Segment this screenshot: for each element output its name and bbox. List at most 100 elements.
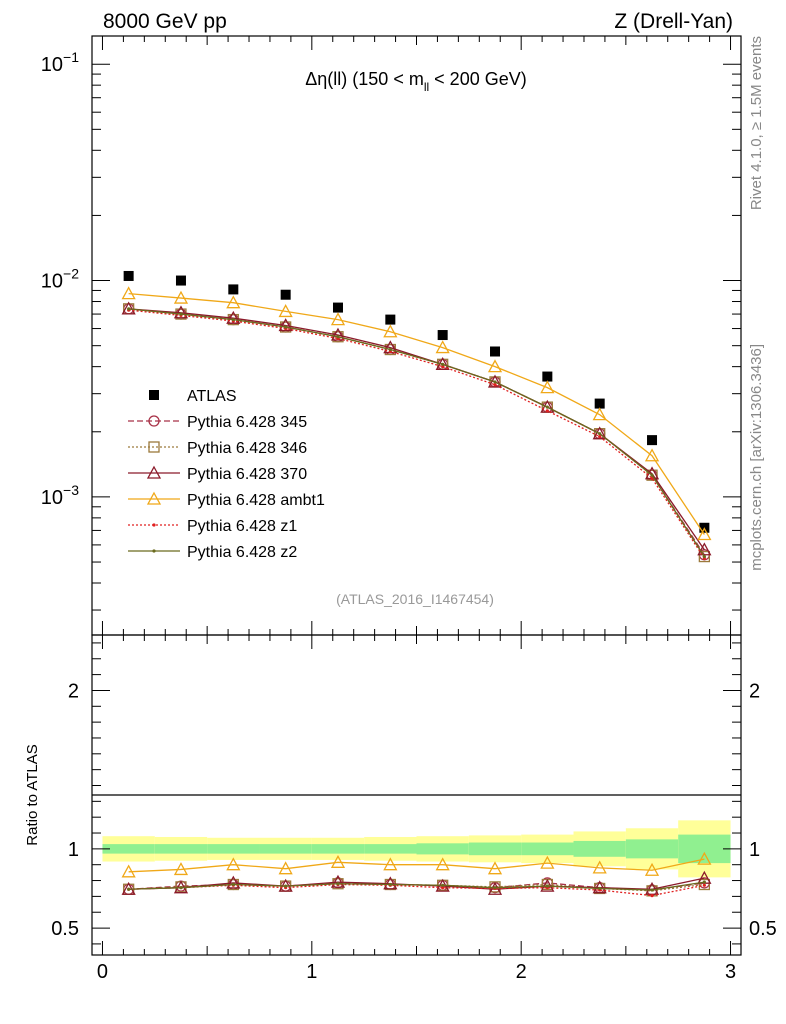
ratio-ytick-label-right: 0.5 (749, 918, 777, 940)
ratio-uncertainty-bands (102, 820, 731, 878)
ratio-point (441, 883, 445, 887)
main-axis-ticks (92, 36, 741, 635)
ratio-point (493, 886, 497, 890)
data-point (228, 284, 239, 295)
series-pythia-6-428-ambt1 (121, 286, 712, 541)
rivet-label: Rivet 4.1.0, ≥ 1.5M events (748, 36, 765, 210)
data-point (441, 362, 445, 366)
ratio-point (644, 862, 660, 876)
ratio-xtick-labels: 0 1 2 3 (97, 961, 736, 983)
main-title: Δη(ll) (150 < mll < 200 GeV) (305, 69, 526, 94)
data-point (123, 270, 134, 281)
ratio-ytick-labels: 2 2 1 1 0.5 0.5 (51, 680, 777, 940)
ratio-point (545, 884, 549, 888)
legend-label: ATLAS (187, 388, 237, 405)
ratio-point (388, 882, 392, 887)
data-point (545, 405, 549, 409)
legend-marker (152, 523, 156, 527)
data-point (121, 301, 136, 315)
data-point (437, 330, 448, 341)
ratio-xtick-label: 3 (725, 961, 736, 983)
title-pre: Δη(ll) (150 < m (305, 69, 424, 89)
data-point (173, 290, 189, 304)
ratio-point (278, 861, 293, 875)
ratio-line (128, 881, 705, 891)
data-point (647, 435, 658, 446)
legend-marker (148, 441, 160, 453)
legend-marker (146, 465, 162, 479)
data-point (592, 426, 607, 440)
ytick-exp: −1 (63, 49, 79, 65)
main-ytick-label: 10−3 (41, 482, 79, 509)
stat-uncertainty-band (311, 844, 365, 854)
stat-uncertainty-band (468, 842, 522, 856)
stat-uncertainty-band (102, 844, 155, 854)
ratio-point (121, 864, 136, 878)
header-left: 8000 GeV pp (103, 10, 227, 33)
ytick-exp: −3 (63, 482, 79, 498)
legend-label: Pythia 6.428 ambt1 (187, 492, 325, 509)
analysis-label: (ATLAS_2016_I1467454) (336, 591, 494, 607)
data-point (278, 304, 293, 318)
stat-uncertainty-band (364, 844, 417, 854)
stat-uncertainty-band (416, 843, 469, 855)
ratio-point (383, 857, 398, 871)
legend-marker (149, 390, 159, 400)
stat-uncertainty-band (154, 844, 208, 854)
ratio-ytick-label-right: 1 (749, 839, 760, 861)
ratio-point (330, 874, 346, 888)
series-pythia-6-428-z2 (127, 307, 706, 559)
data-point (388, 347, 392, 352)
ratio-series-pythia-6-428-ambt1 (121, 851, 712, 878)
series-line (128, 292, 705, 535)
ratio-ytick-label-left: 1 (68, 839, 79, 861)
legend-label: Pythia 6.428 346 (187, 440, 307, 457)
ratio-point (173, 862, 189, 876)
ratio-point (697, 851, 712, 865)
ratio-point (226, 857, 241, 871)
data-point (487, 359, 503, 373)
data-point (385, 314, 396, 325)
legend-marker (152, 549, 156, 553)
ratio-line (128, 883, 705, 897)
ratio-point (487, 861, 503, 875)
ytick-base: 10 (41, 54, 63, 76)
data-point (493, 383, 497, 387)
data-point (383, 324, 398, 338)
ratio-point (698, 878, 711, 891)
stat-uncertainty-band (259, 844, 312, 854)
ratio-point (179, 886, 183, 890)
ratio-point (702, 883, 706, 887)
stat-uncertainty-band (625, 839, 679, 859)
data-point (330, 312, 346, 326)
main-ytick-label: 10−2 (41, 266, 79, 293)
legend: ATLAS Pythia 6.428 345 Pythia 6.428 346 Pyt… (128, 388, 325, 561)
data-point (644, 448, 660, 462)
data-point (278, 318, 293, 332)
mcplots-label: mcplots.cern.ch [arXiv:1306.3436] (748, 344, 765, 571)
data-point (284, 325, 288, 329)
ratio-series-pythia-6-428-346 (122, 878, 711, 897)
data-point (441, 365, 445, 369)
data-point (697, 527, 712, 541)
ratio-point (702, 880, 706, 884)
ratio-panel: 2 2 1 1 0.5 0.5 0 1 2 3 Ratio to ATLAS (24, 634, 777, 983)
data-point (598, 434, 602, 439)
data-point (121, 286, 136, 300)
ratio-ytick-label-right: 2 (749, 680, 760, 702)
data-point (226, 295, 241, 309)
ratio-ytick-label-left: 0.5 (51, 918, 79, 940)
data-point (231, 317, 235, 322)
ratio-xtick-label: 2 (516, 961, 527, 983)
ratio-ylabel: Ratio to ATLAS (24, 744, 41, 845)
data-point (332, 302, 343, 313)
series-line (128, 309, 705, 559)
ratio-point (441, 886, 445, 890)
data-point (650, 473, 654, 477)
data-point (173, 305, 189, 319)
data-point (545, 409, 549, 413)
ratio-point (592, 880, 607, 894)
ytick-base: 10 (41, 487, 63, 509)
data-point (540, 380, 555, 394)
